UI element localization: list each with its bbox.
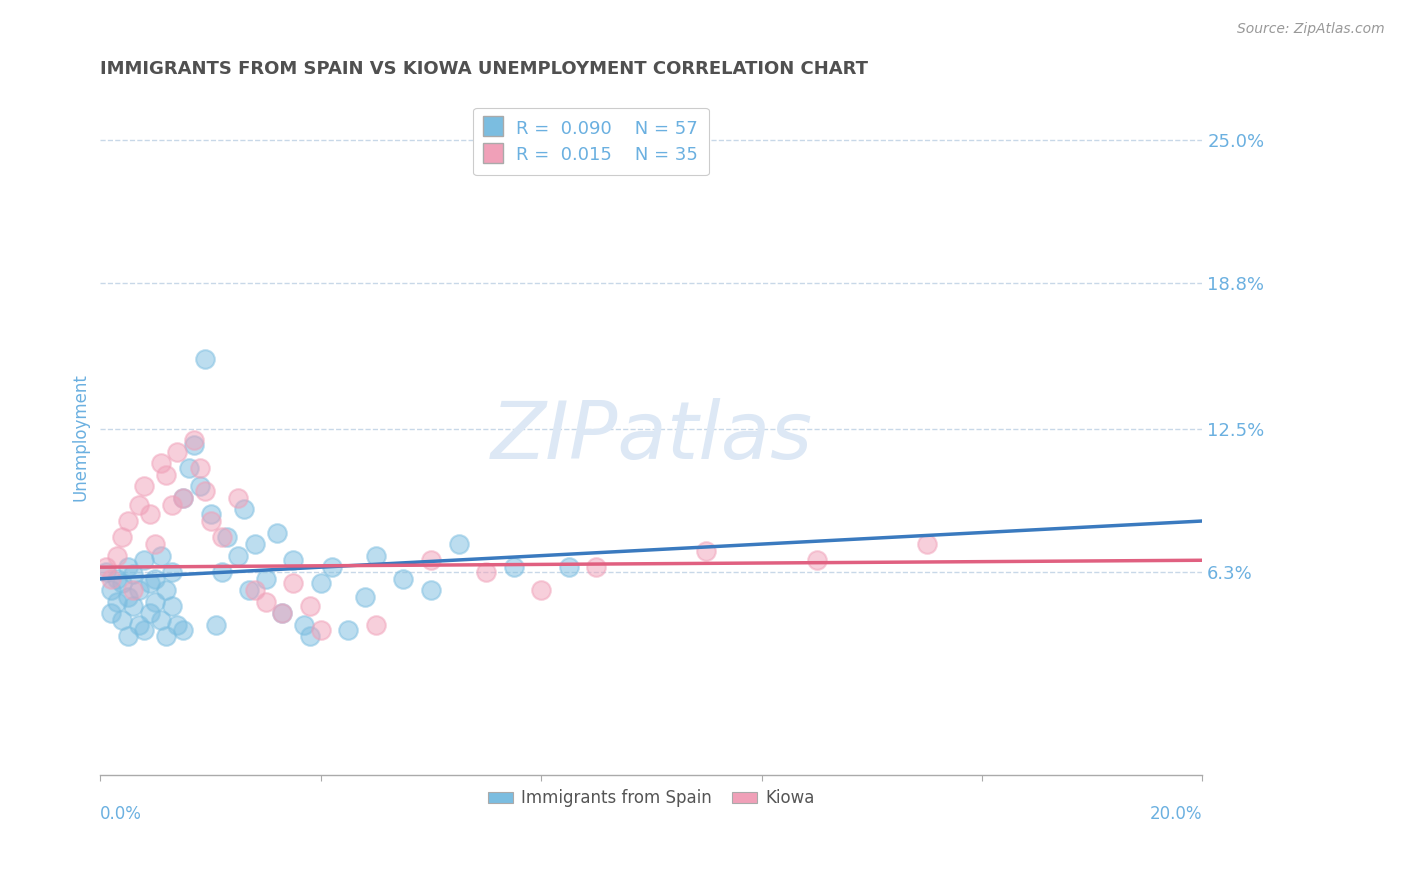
Point — [177, 461, 200, 475]
Point — [309, 576, 332, 591]
Point — [232, 502, 254, 516]
Point — [111, 613, 134, 627]
Point — [145, 572, 167, 586]
Point — [128, 583, 150, 598]
Point — [139, 507, 162, 521]
Point — [149, 456, 172, 470]
Point — [117, 590, 139, 604]
Point — [211, 530, 233, 544]
Point — [364, 549, 387, 563]
Point — [122, 599, 145, 614]
Point — [915, 537, 938, 551]
Text: 0.0%: 0.0% — [100, 805, 142, 823]
Point — [100, 572, 122, 586]
Point — [238, 583, 260, 598]
Point — [194, 483, 217, 498]
Text: ZIPatlas: ZIPatlas — [491, 398, 813, 475]
Point — [205, 618, 228, 632]
Text: 20.0%: 20.0% — [1150, 805, 1202, 823]
Point — [243, 583, 266, 598]
Point — [200, 514, 222, 528]
Point — [200, 507, 222, 521]
Point — [94, 560, 117, 574]
Point — [134, 623, 156, 637]
Point — [160, 565, 183, 579]
Point — [172, 623, 194, 637]
Point — [226, 549, 249, 563]
Point — [100, 583, 122, 598]
Point — [271, 607, 294, 621]
Point — [298, 629, 321, 643]
Point — [172, 491, 194, 505]
Y-axis label: Unemployment: Unemployment — [72, 373, 89, 500]
Text: IMMIGRANTS FROM SPAIN VS KIOWA UNEMPLOYMENT CORRELATION CHART: IMMIGRANTS FROM SPAIN VS KIOWA UNEMPLOYM… — [100, 60, 869, 78]
Point — [134, 553, 156, 567]
Point — [188, 479, 211, 493]
Point — [145, 537, 167, 551]
Point — [155, 583, 177, 598]
Point — [447, 537, 470, 551]
Point — [530, 583, 553, 598]
Point — [111, 576, 134, 591]
Point — [353, 590, 375, 604]
Point — [211, 565, 233, 579]
Point — [194, 352, 217, 367]
Point — [166, 444, 188, 458]
Point — [254, 572, 277, 586]
Point — [695, 544, 717, 558]
Point — [217, 530, 239, 544]
Point — [139, 576, 162, 591]
Point — [292, 618, 315, 632]
Point — [283, 576, 305, 591]
Point — [226, 491, 249, 505]
Point — [502, 560, 524, 574]
Point — [149, 549, 172, 563]
Legend: Immigrants from Spain, Kiowa: Immigrants from Spain, Kiowa — [481, 782, 821, 814]
Point — [298, 599, 321, 614]
Point — [321, 560, 343, 574]
Point — [266, 525, 288, 540]
Point — [94, 565, 117, 579]
Point — [283, 553, 305, 567]
Point — [557, 560, 579, 574]
Point — [160, 599, 183, 614]
Point — [309, 623, 332, 637]
Point — [271, 607, 294, 621]
Point — [166, 618, 188, 632]
Point — [100, 607, 122, 621]
Point — [128, 498, 150, 512]
Point — [155, 467, 177, 482]
Point — [122, 583, 145, 598]
Point — [111, 530, 134, 544]
Point — [160, 498, 183, 512]
Point — [392, 572, 415, 586]
Point — [420, 583, 443, 598]
Point — [364, 618, 387, 632]
Point — [105, 572, 128, 586]
Point — [585, 560, 607, 574]
Point — [134, 479, 156, 493]
Point — [117, 514, 139, 528]
Point — [337, 623, 360, 637]
Point — [105, 595, 128, 609]
Point — [183, 434, 205, 448]
Text: Source: ZipAtlas.com: Source: ZipAtlas.com — [1237, 22, 1385, 37]
Point — [105, 549, 128, 563]
Point — [145, 595, 167, 609]
Point — [806, 553, 828, 567]
Point — [122, 567, 145, 582]
Point — [188, 461, 211, 475]
Point — [420, 553, 443, 567]
Point — [128, 618, 150, 632]
Point — [172, 491, 194, 505]
Point — [139, 607, 162, 621]
Point — [475, 565, 498, 579]
Point — [243, 537, 266, 551]
Point — [254, 595, 277, 609]
Point — [117, 629, 139, 643]
Point — [183, 438, 205, 452]
Point — [117, 560, 139, 574]
Point — [155, 629, 177, 643]
Point — [149, 613, 172, 627]
